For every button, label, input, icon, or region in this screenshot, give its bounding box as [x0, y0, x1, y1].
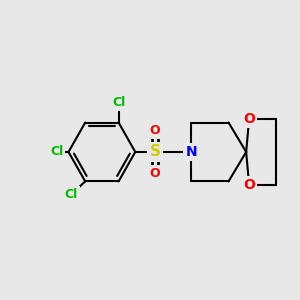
Text: N: N: [185, 145, 197, 159]
Text: Cl: Cl: [50, 146, 63, 158]
Text: O: O: [150, 167, 160, 180]
Text: Cl: Cl: [112, 96, 125, 110]
Text: O: O: [243, 178, 255, 192]
Text: O: O: [243, 112, 255, 126]
Text: O: O: [150, 124, 160, 137]
Text: Cl: Cl: [65, 188, 78, 201]
Text: S: S: [149, 145, 161, 160]
